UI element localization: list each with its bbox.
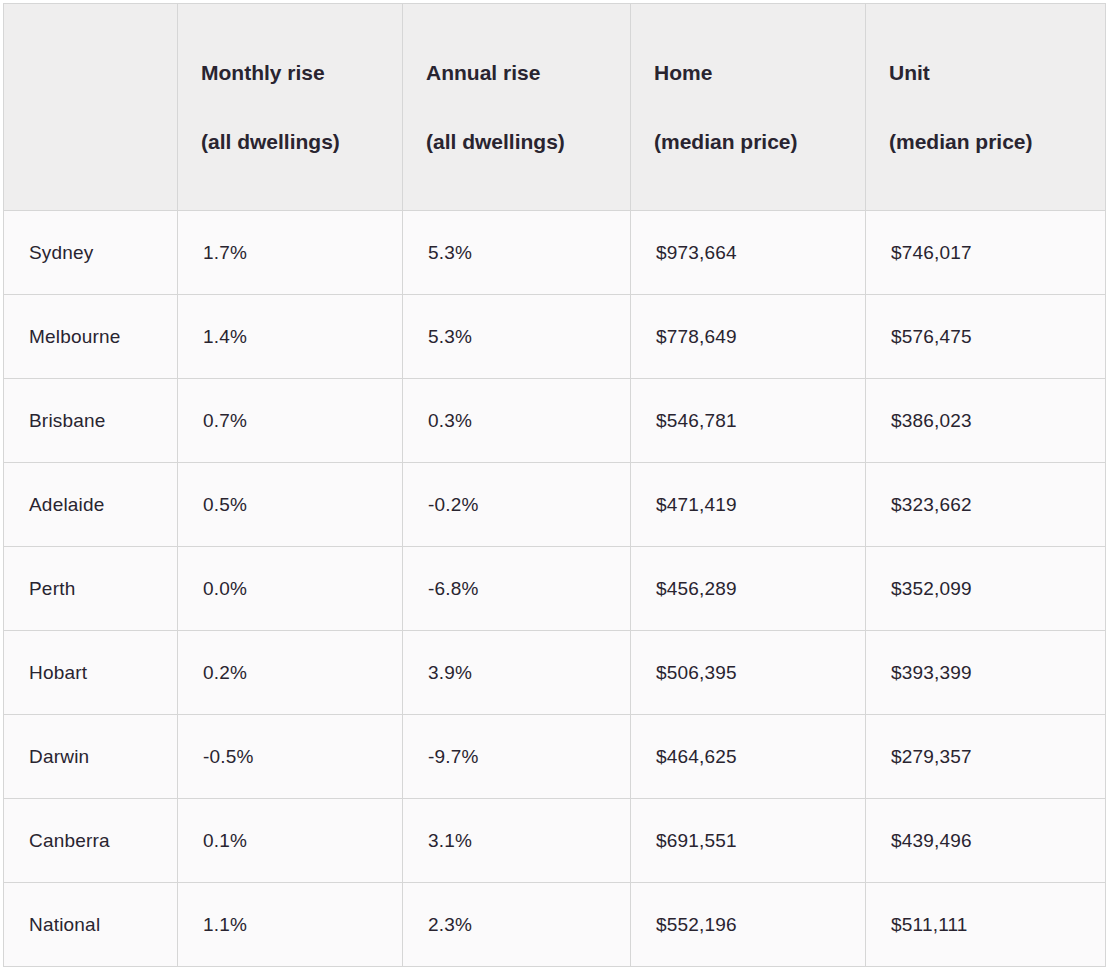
table-header: Monthly rise (all dwellings) Annual rise… [4,4,1106,211]
city-cell: National [4,883,178,967]
column-header-sublabel: (all dwellings) [201,129,392,155]
city-cell: Brisbane [4,379,178,463]
column-header-sublabel: (all dwellings) [426,129,620,155]
city-cell: Melbourne [4,295,178,379]
column-header-annual-rise: Annual rise (all dwellings) [403,4,631,211]
median-price-table: Monthly rise (all dwellings) Annual rise… [3,3,1106,967]
annual-rise-cell: 5.3% [403,211,631,295]
city-cell: Sydney [4,211,178,295]
column-header-label: Home [654,60,855,86]
column-header-unit-median: Unit (median price) [866,4,1106,211]
table-row-hobart: Hobart 0.2% 3.9% $506,395 $393,399 [4,631,1106,715]
unit-median-cell: $439,496 [866,799,1106,883]
monthly-rise-cell: 0.0% [178,547,403,631]
unit-median-cell: $386,023 [866,379,1106,463]
home-median-cell: $973,664 [631,211,866,295]
city-cell: Hobart [4,631,178,715]
unit-median-cell: $576,475 [866,295,1106,379]
home-median-cell: $552,196 [631,883,866,967]
monthly-rise-cell: 0.5% [178,463,403,547]
home-median-cell: $691,551 [631,799,866,883]
monthly-rise-cell: 0.7% [178,379,403,463]
unit-median-cell: $323,662 [866,463,1106,547]
table-row-canberra: Canberra 0.1% 3.1% $691,551 $439,496 [4,799,1106,883]
table-row-melbourne: Melbourne 1.4% 5.3% $778,649 $576,475 [4,295,1106,379]
city-cell: Canberra [4,799,178,883]
monthly-rise-cell: -0.5% [178,715,403,799]
monthly-rise-cell: 0.2% [178,631,403,715]
table-row-darwin: Darwin -0.5% -9.7% $464,625 $279,357 [4,715,1106,799]
unit-median-cell: $352,099 [866,547,1106,631]
column-header-sublabel: (median price) [654,129,855,155]
home-median-cell: $506,395 [631,631,866,715]
home-median-cell: $546,781 [631,379,866,463]
column-header-home-median: Home (median price) [631,4,866,211]
column-header-label: Monthly rise [201,60,392,86]
table-row-adelaide: Adelaide 0.5% -0.2% $471,419 $323,662 [4,463,1106,547]
annual-rise-cell: -0.2% [403,463,631,547]
table-row-sydney: Sydney 1.7% 5.3% $973,664 $746,017 [4,211,1106,295]
unit-median-cell: $511,111 [866,883,1106,967]
annual-rise-cell: 2.3% [403,883,631,967]
unit-median-cell: $746,017 [866,211,1106,295]
annual-rise-cell: -9.7% [403,715,631,799]
monthly-rise-cell: 1.7% [178,211,403,295]
annual-rise-cell: 0.3% [403,379,631,463]
table-row-national: National 1.1% 2.3% $552,196 $511,111 [4,883,1106,967]
home-median-cell: $778,649 [631,295,866,379]
column-header-label: Annual rise [426,60,620,86]
city-cell: Adelaide [4,463,178,547]
home-median-cell: $456,289 [631,547,866,631]
annual-rise-cell: -6.8% [403,547,631,631]
column-header-label: Unit [889,60,1095,86]
monthly-rise-cell: 0.1% [178,799,403,883]
table-body: Sydney 1.7% 5.3% $973,664 $746,017 Melbo… [4,211,1106,967]
home-median-cell: $464,625 [631,715,866,799]
city-cell: Darwin [4,715,178,799]
column-header-monthly-rise: Monthly rise (all dwellings) [178,4,403,211]
column-header-sublabel: (median price) [889,129,1095,155]
header-row: Monthly rise (all dwellings) Annual rise… [4,4,1106,211]
unit-median-cell: $393,399 [866,631,1106,715]
annual-rise-cell: 5.3% [403,295,631,379]
unit-median-cell: $279,357 [866,715,1106,799]
annual-rise-cell: 3.1% [403,799,631,883]
home-median-cell: $471,419 [631,463,866,547]
table-row-perth: Perth 0.0% -6.8% $456,289 $352,099 [4,547,1106,631]
monthly-rise-cell: 1.4% [178,295,403,379]
city-cell: Perth [4,547,178,631]
column-header-city [4,4,178,211]
annual-rise-cell: 3.9% [403,631,631,715]
monthly-rise-cell: 1.1% [178,883,403,967]
table-row-brisbane: Brisbane 0.7% 0.3% $546,781 $386,023 [4,379,1106,463]
